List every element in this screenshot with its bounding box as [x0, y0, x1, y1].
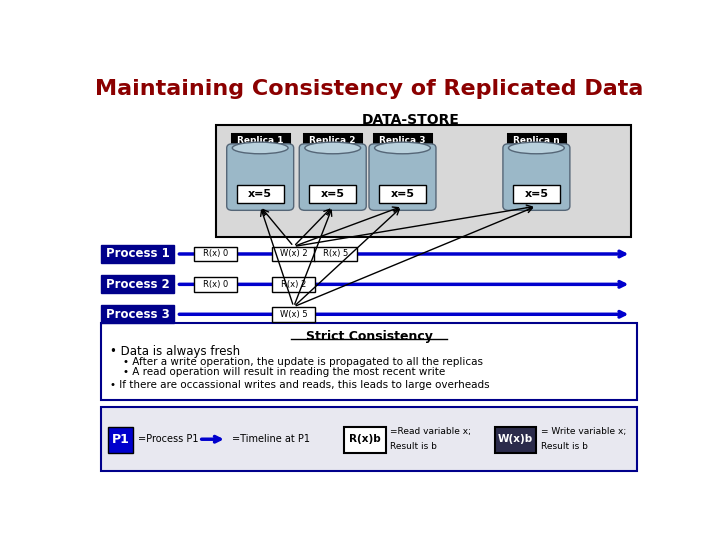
FancyBboxPatch shape	[372, 132, 433, 148]
Text: • A read operation will result in reading the most recent write: • A read operation will result in readin…	[124, 367, 446, 377]
FancyBboxPatch shape	[379, 185, 426, 203]
FancyBboxPatch shape	[513, 185, 560, 203]
Text: Strict Consistency: Strict Consistency	[305, 330, 433, 343]
Text: x=5: x=5	[524, 188, 549, 199]
Text: = Write variable x;: = Write variable x;	[541, 427, 626, 436]
FancyBboxPatch shape	[344, 427, 386, 453]
FancyBboxPatch shape	[215, 125, 631, 238]
Ellipse shape	[305, 142, 361, 154]
Text: Process 1: Process 1	[106, 247, 169, 260]
FancyBboxPatch shape	[101, 407, 637, 471]
Text: Process 2: Process 2	[106, 278, 169, 291]
FancyBboxPatch shape	[237, 185, 284, 203]
FancyBboxPatch shape	[272, 307, 315, 322]
Text: x=5: x=5	[248, 188, 272, 199]
FancyBboxPatch shape	[101, 305, 174, 323]
Text: x=5: x=5	[390, 188, 415, 199]
Ellipse shape	[374, 142, 431, 154]
Text: =Timeline at P1: =Timeline at P1	[233, 434, 310, 444]
FancyBboxPatch shape	[194, 246, 238, 261]
Text: Maintaining Consistency of Replicated Data: Maintaining Consistency of Replicated Da…	[95, 79, 643, 99]
FancyBboxPatch shape	[227, 144, 294, 210]
Text: W(x) 5: W(x) 5	[280, 310, 307, 319]
FancyBboxPatch shape	[495, 427, 536, 453]
Text: Result is b: Result is b	[541, 442, 588, 451]
Text: • If there are occassional writes and reads, this leads to large overheads: • If there are occassional writes and re…	[109, 380, 489, 390]
FancyBboxPatch shape	[230, 132, 291, 148]
Text: Result is b: Result is b	[390, 442, 437, 451]
Text: P1: P1	[112, 433, 130, 446]
Text: • Data is always fresh: • Data is always fresh	[109, 346, 240, 359]
FancyBboxPatch shape	[505, 132, 567, 148]
Text: Replica 2: Replica 2	[310, 136, 356, 145]
Text: Replica n: Replica n	[513, 136, 559, 145]
Text: • After a write operation, the update is propagated to all the replicas: • After a write operation, the update is…	[124, 357, 484, 367]
FancyBboxPatch shape	[369, 144, 436, 210]
FancyBboxPatch shape	[101, 322, 637, 400]
Text: DATA-STORE: DATA-STORE	[362, 113, 460, 126]
Text: R(x) 2: R(x) 2	[281, 280, 306, 289]
Text: Process 3: Process 3	[106, 308, 169, 321]
Ellipse shape	[508, 142, 564, 154]
FancyBboxPatch shape	[310, 185, 356, 203]
FancyBboxPatch shape	[503, 144, 570, 210]
Text: =Read variable x;: =Read variable x;	[390, 427, 471, 436]
FancyBboxPatch shape	[194, 277, 238, 292]
Text: Replica 1: Replica 1	[237, 136, 284, 145]
FancyBboxPatch shape	[300, 144, 366, 210]
Text: R(x)b: R(x)b	[349, 434, 381, 444]
Text: =Process P1: =Process P1	[138, 434, 199, 444]
FancyBboxPatch shape	[272, 277, 315, 292]
Text: W(x) 2: W(x) 2	[280, 249, 307, 259]
FancyBboxPatch shape	[272, 246, 315, 261]
FancyBboxPatch shape	[101, 245, 174, 263]
Text: Replica 3: Replica 3	[379, 136, 426, 145]
Text: x=5: x=5	[320, 188, 345, 199]
Ellipse shape	[233, 142, 288, 154]
FancyBboxPatch shape	[101, 275, 174, 294]
Text: R(x) 0: R(x) 0	[203, 280, 228, 289]
Text: R(x) 0: R(x) 0	[203, 249, 228, 259]
FancyBboxPatch shape	[108, 427, 133, 453]
FancyBboxPatch shape	[302, 132, 364, 148]
Text: W(x)b: W(x)b	[498, 434, 533, 444]
Text: R(x) 5: R(x) 5	[323, 249, 348, 259]
FancyBboxPatch shape	[314, 246, 357, 261]
